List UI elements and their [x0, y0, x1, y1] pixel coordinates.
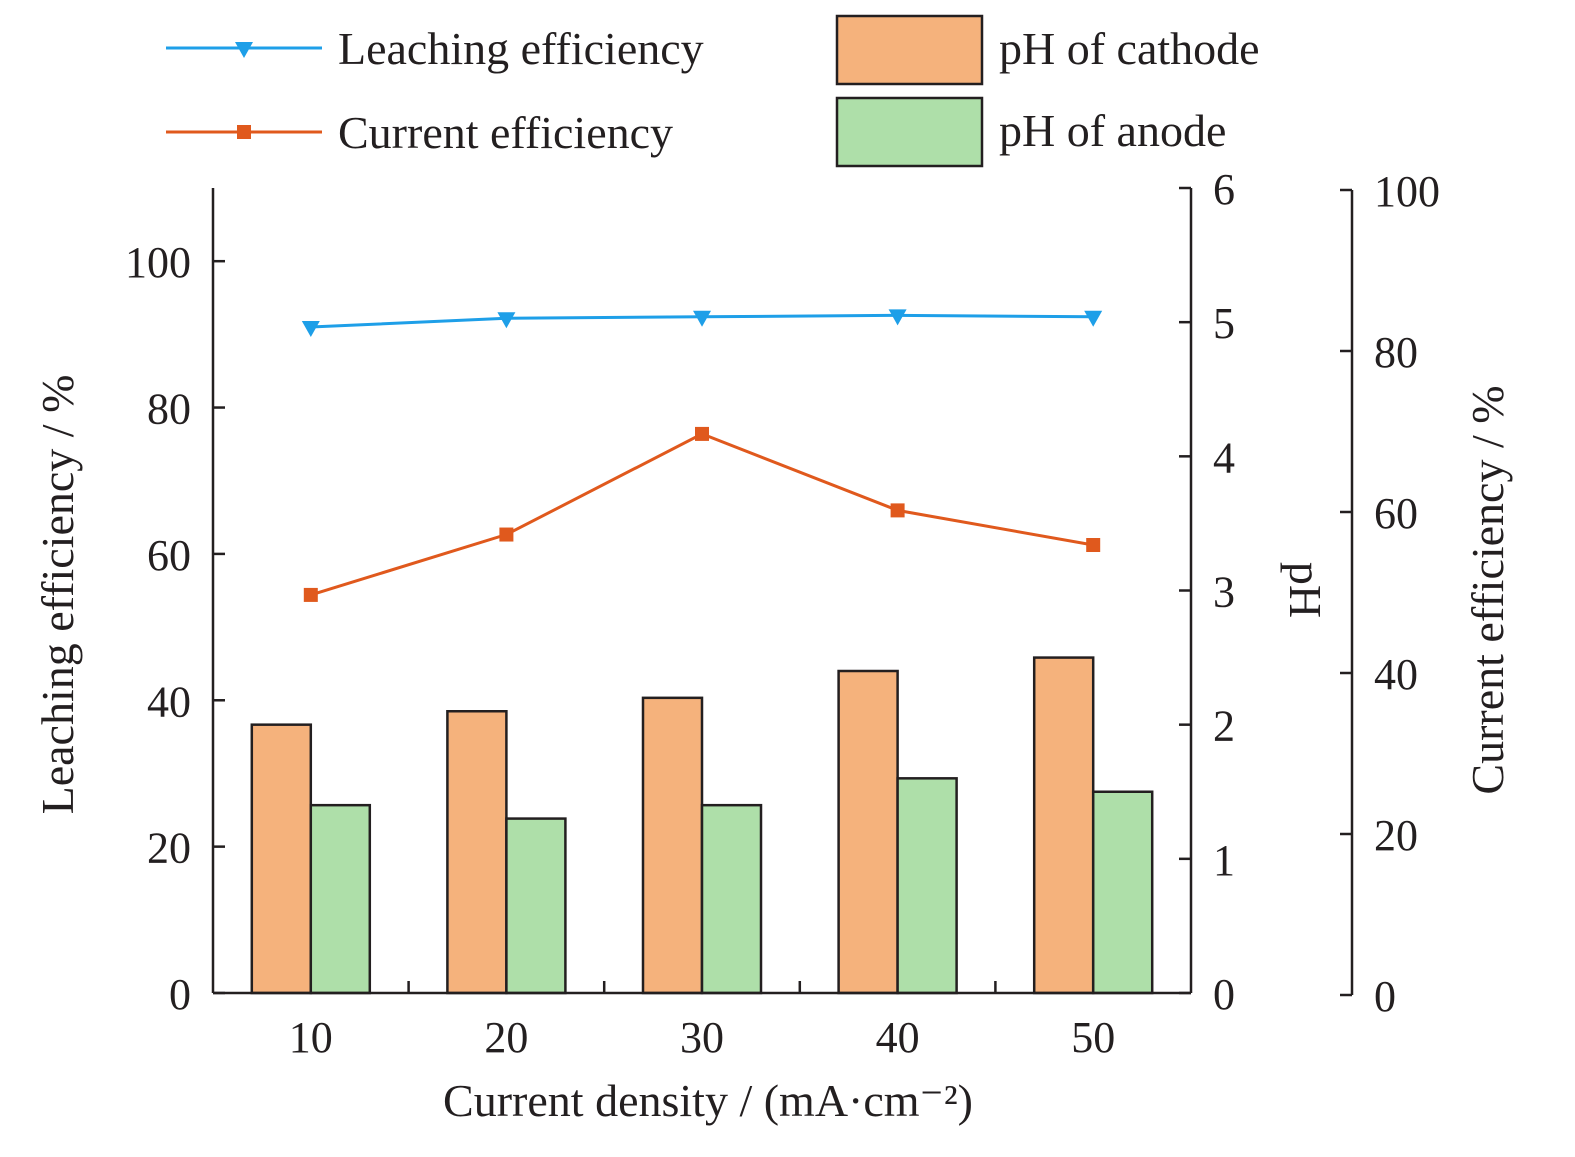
- bar-ph-of-cathode-30: [641, 696, 704, 995]
- y-current-tick-label: 40: [1374, 650, 1418, 699]
- legend-swatch-ph-of-cathode: [835, 14, 984, 86]
- y-current-tick-label: 20: [1374, 811, 1418, 860]
- point-leaching-efficiency-30: [693, 310, 711, 327]
- point-current-efficiency-10: [303, 587, 318, 602]
- x-tick-label: 20: [484, 1013, 528, 1062]
- y-current-tick-label: 60: [1374, 489, 1418, 538]
- point-leaching-efficiency-40: [888, 309, 907, 326]
- x-tick-label: 40: [876, 1013, 920, 1062]
- x-tick-label: 30: [680, 1013, 724, 1062]
- bar-ph-of-cathode-40: [837, 669, 899, 995]
- point-current-efficiency-40: [890, 503, 905, 518]
- legend-label-ph-of-cathode: pH of cathode: [999, 23, 1260, 74]
- point-current-efficiency-20: [499, 527, 514, 542]
- y-ph-tick-label: 6: [1213, 165, 1235, 214]
- y-ph-tick-label: 0: [1213, 970, 1235, 1019]
- point-current-efficiency-50: [1086, 538, 1101, 553]
- legend-label-ph-of-anode: pH of anode: [999, 105, 1226, 156]
- y-ph-tick-label: 2: [1213, 702, 1235, 751]
- legend-label-current-efficiency: Current efficiency: [338, 107, 673, 158]
- y-left-tick-label: 100: [125, 238, 191, 287]
- legend-swatch-ph-of-anode: [835, 96, 984, 168]
- bar-ph-of-anode-30: [700, 803, 763, 995]
- x-axis-title: Current density / (mA·cm⁻²): [443, 1075, 973, 1126]
- legend: Leaching efficiency Current efficiency pH …: [166, 14, 1260, 168]
- bar-ph-of-cathode-10: [250, 723, 313, 995]
- y-ph-axis-title: pH: [1280, 562, 1331, 618]
- x-tick-label: 50: [1071, 1013, 1115, 1062]
- y-current-axis-title: Current efficiency / %: [1462, 385, 1513, 794]
- y-current-tick-label: 0: [1374, 972, 1396, 1021]
- legend-marker-leaching-efficiency: [235, 42, 253, 58]
- y-ph-tick-label: 4: [1213, 433, 1235, 482]
- y-left-tick-label: 80: [147, 385, 191, 434]
- bars-layer: [250, 656, 1154, 995]
- y-left-axis-title: Leaching efficiency / %: [32, 375, 83, 815]
- bar-ph-of-anode-40: [896, 777, 958, 995]
- y-current-tick-label: 100: [1374, 167, 1440, 216]
- point-current-efficiency-30: [695, 426, 709, 441]
- y-current-tick-label: 80: [1374, 328, 1418, 377]
- bar-ph-of-anode-10: [309, 803, 372, 995]
- y-left-tick-label: 40: [147, 677, 191, 726]
- point-leaching-efficiency-10: [301, 321, 320, 338]
- legend-marker-current-efficiency: [237, 125, 251, 139]
- y-left-tick-label: 20: [147, 824, 191, 873]
- point-leaching-efficiency-50: [1084, 310, 1103, 327]
- y-ph-tick-label: 5: [1213, 299, 1235, 348]
- point-leaching-efficiency-20: [497, 312, 516, 329]
- bar-ph-of-cathode-20: [446, 710, 508, 995]
- line-current-efficiency: [310, 432, 1094, 597]
- bar-ph-of-anode-20: [505, 817, 567, 995]
- lines-layer: [301, 309, 1103, 602]
- bar-ph-of-cathode-50: [1032, 656, 1095, 995]
- y-ph-tick-label: 1: [1213, 836, 1235, 885]
- x-tick-label: 10: [289, 1013, 333, 1062]
- legend-label-leaching-efficiency: Leaching efficiency: [338, 23, 704, 74]
- y-ph-tick-label: 3: [1213, 568, 1235, 617]
- bar-ph-of-anode-50: [1091, 790, 1154, 995]
- y-left-tick-label: 60: [147, 531, 191, 580]
- y-left-tick-label: 0: [169, 970, 191, 1019]
